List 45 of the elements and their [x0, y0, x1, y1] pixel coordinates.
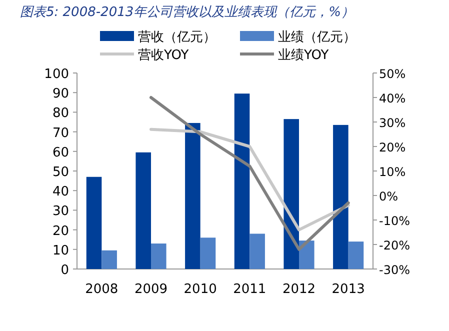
y-tick-label: 40: [52, 184, 69, 200]
legend-label: 营收YOY: [138, 48, 189, 63]
bar: [284, 119, 299, 269]
y2-tick-label: -10%: [379, 214, 410, 228]
bar: [200, 238, 216, 269]
line-series: [150, 128, 350, 232]
bar: [348, 242, 364, 269]
legend-label: 营收（亿元）: [138, 30, 216, 45]
bar: [234, 94, 250, 269]
y-tick-label: 50: [52, 165, 69, 180]
y-tick-label: 80: [52, 106, 69, 122]
y2-tick-label: 0%: [379, 190, 398, 204]
legend-label: 业绩YOY: [278, 48, 329, 63]
y2-tick-label: -20%: [379, 238, 410, 252]
y2-tick-label: 10%: [379, 165, 406, 179]
y2-tick-label: 50%: [379, 67, 406, 81]
y-tick-label: 100: [44, 67, 69, 82]
y2-tick-label: -30%: [379, 263, 410, 277]
bar: [250, 234, 265, 269]
y2-tick-label: 20%: [379, 140, 406, 154]
legend-label: 业绩（亿元）: [278, 30, 356, 45]
y-tick-label: 10: [52, 243, 69, 258]
x-tick-label: 2011: [233, 282, 266, 297]
y2-tick-label: 30%: [379, 116, 406, 130]
bar: [185, 122, 200, 269]
x-tick-label: 2008: [85, 282, 118, 297]
y-tick-label: 70: [52, 126, 69, 141]
y-tick-label: 0: [60, 263, 69, 278]
y-tick-label: 90: [52, 86, 69, 102]
chart-title: 图表5: 2008-2013年公司营收以及业绩表现（亿元，%）: [20, 5, 354, 20]
bar: [136, 152, 151, 269]
bar: [333, 124, 348, 269]
bar: [86, 176, 102, 269]
bar: [151, 244, 166, 269]
y-tick-label: 30: [52, 204, 69, 220]
x-tick-label: 2010: [184, 282, 217, 297]
x-tick-label: 2013: [332, 282, 365, 297]
x-tick-label: 2012: [282, 282, 316, 297]
y2-tick-label: 40%: [379, 92, 406, 106]
y-tick-label: 60: [52, 145, 69, 160]
line-series: [150, 96, 350, 251]
bar: [102, 250, 117, 269]
bar: [299, 240, 314, 269]
y-tick-label: 20: [52, 224, 69, 239]
x-tick-label: 2009: [134, 282, 168, 297]
